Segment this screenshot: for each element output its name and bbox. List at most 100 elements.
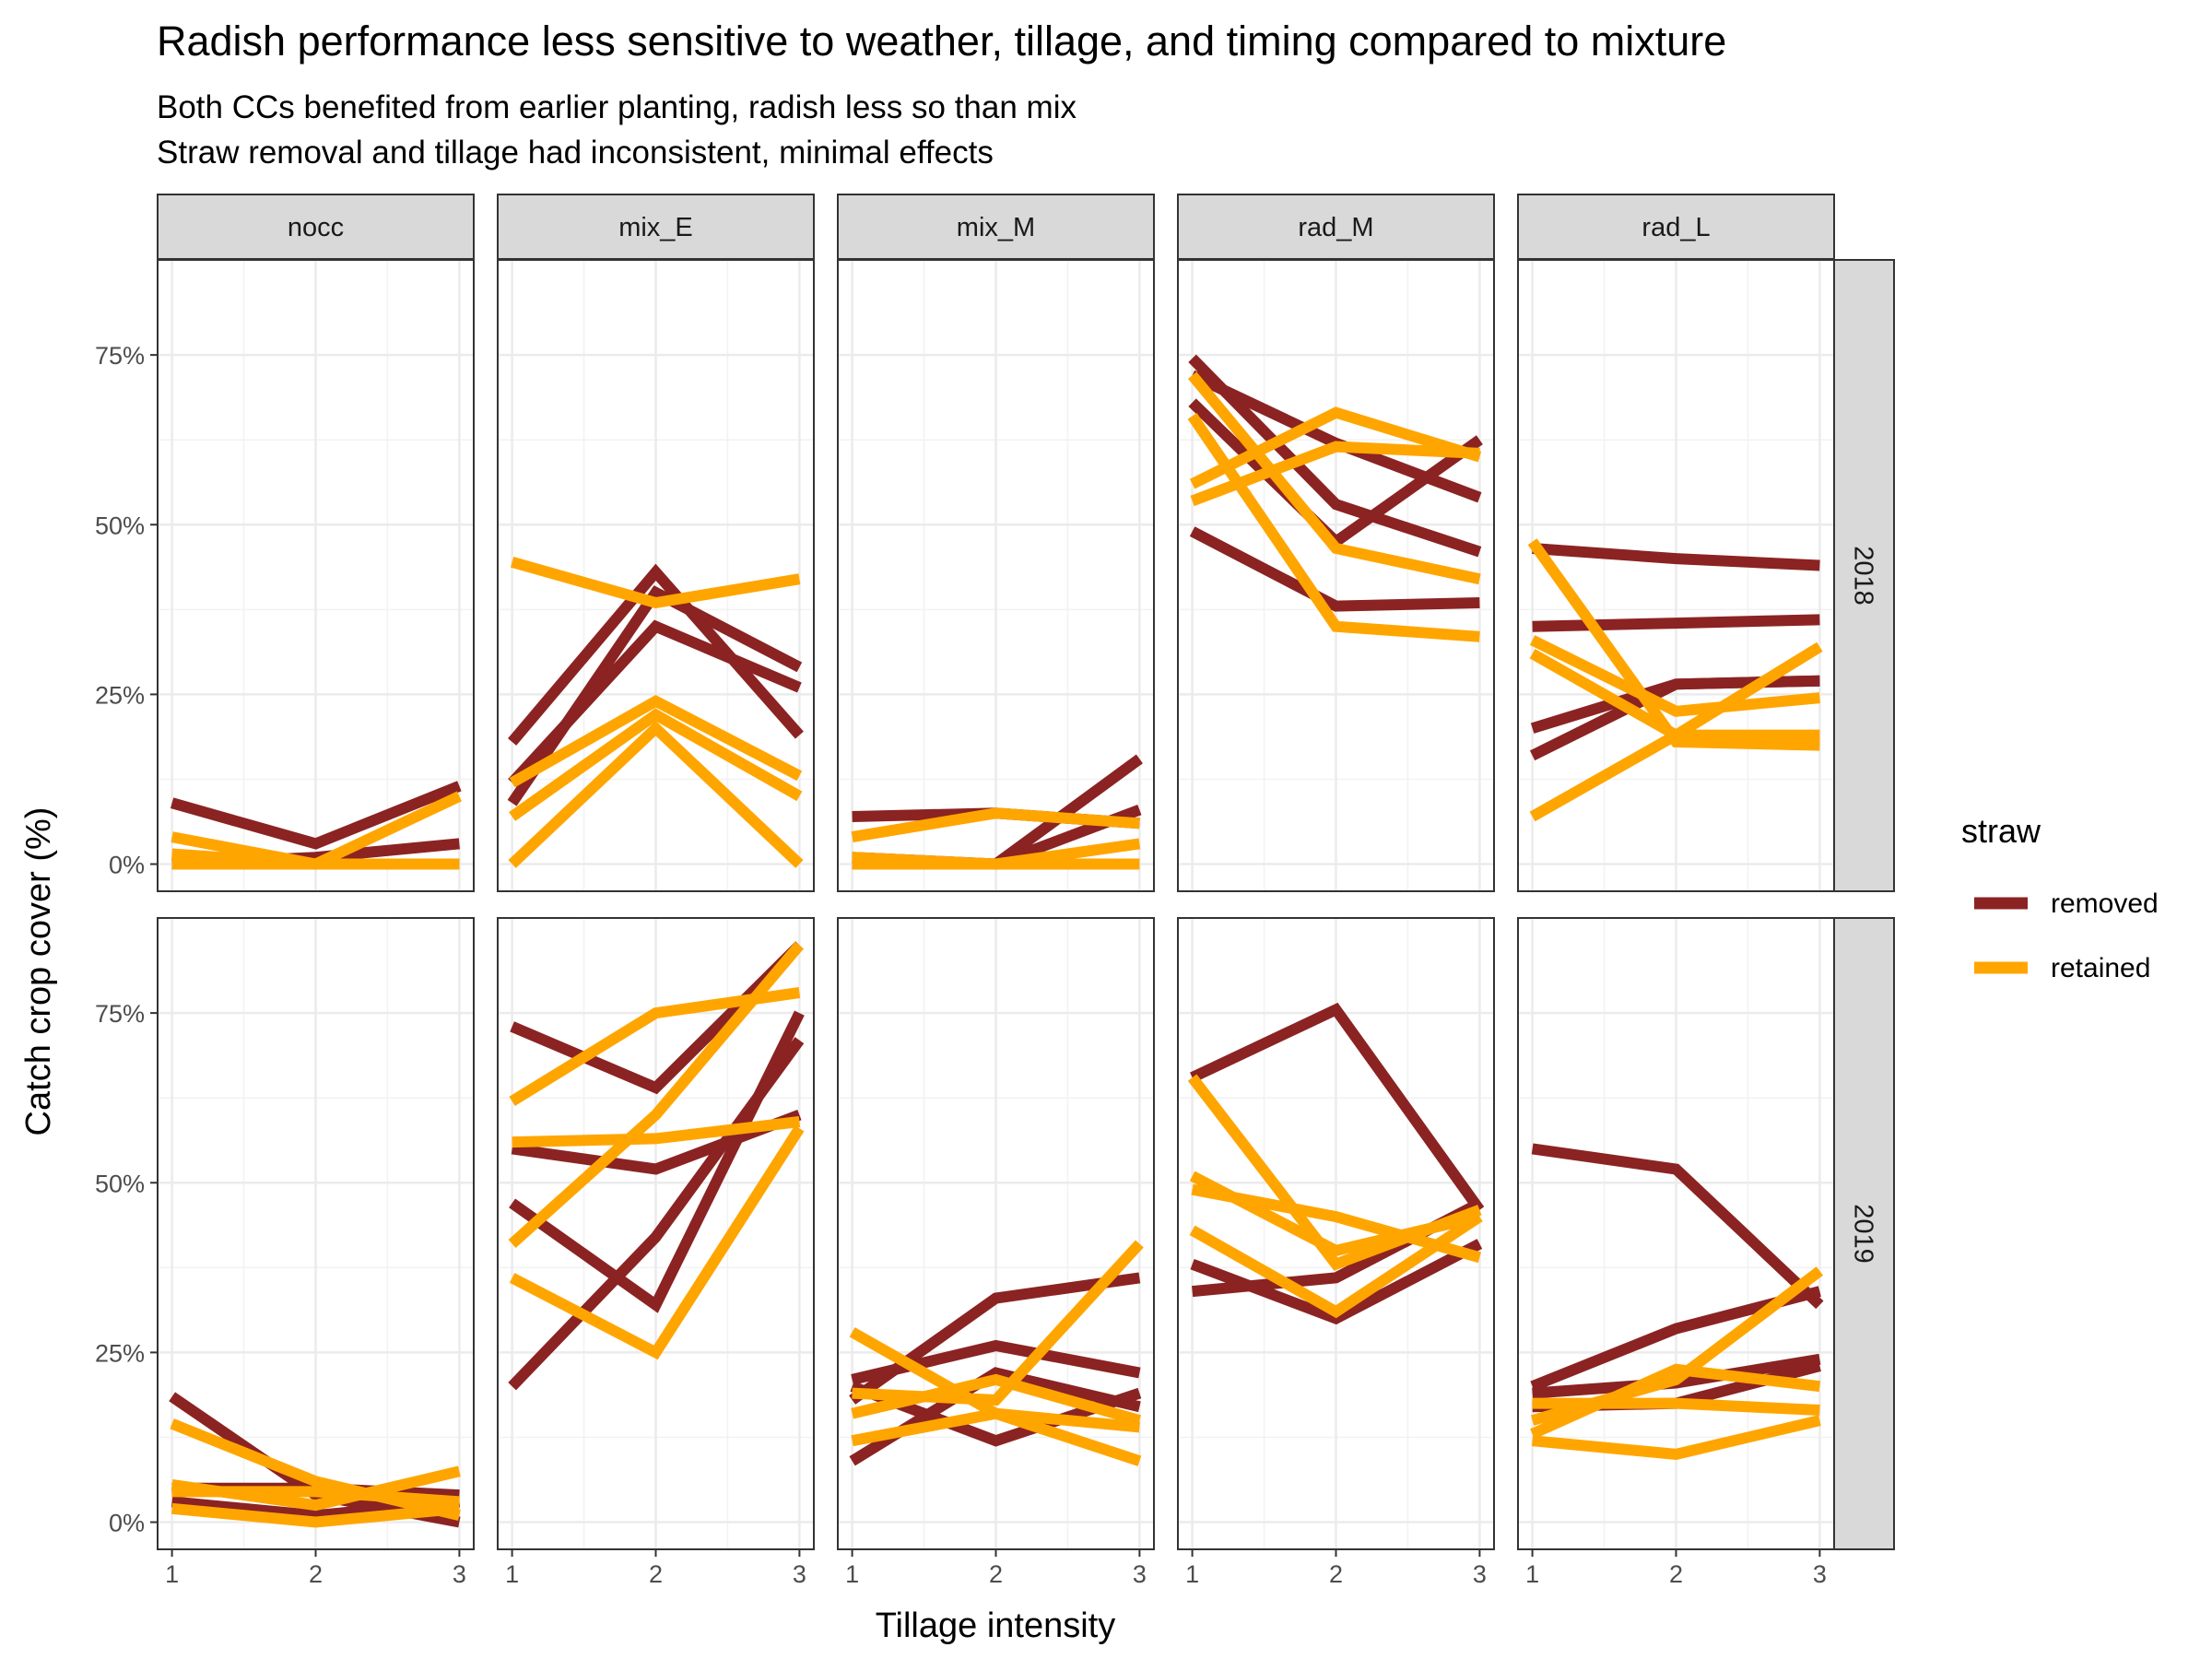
legend-label-removed: removed <box>2051 888 2159 919</box>
panel-border <box>1177 259 1495 892</box>
series-line-retained <box>1189 1212 1483 1319</box>
legend: straw removed retained <box>1961 812 2159 983</box>
panel-border <box>497 917 815 1550</box>
x-axis-label: Tillage intensity <box>876 1606 1116 1645</box>
series-line-retained <box>851 1407 1140 1447</box>
facet-row-label-2019: 2019 <box>1849 1204 1878 1264</box>
x-tick-label: 2 <box>309 1560 323 1588</box>
panel-2018-rad_L <box>1518 260 1834 891</box>
series-line-retained <box>1529 641 1823 822</box>
series-line-retained <box>171 1486 460 1508</box>
series-line-removed <box>508 619 802 787</box>
chart-subtitle-line-2: Straw removal and tillage had inconsiste… <box>157 135 994 171</box>
facet-strip-label-mix_E: mix_E <box>618 213 693 242</box>
panel-series-2018-mix_E <box>507 557 804 868</box>
y-tick-label: 25% <box>95 681 145 709</box>
panel-series-2019-nocc <box>169 1392 461 1528</box>
series-line-retained <box>171 1502 460 1528</box>
panel-series-2019-rad_L <box>1530 1143 1824 1460</box>
facet-strip-mix_E <box>497 194 815 260</box>
series-line-removed <box>1190 1002 1485 1214</box>
series-line-retained <box>851 807 1140 843</box>
series-line-retained <box>509 708 803 821</box>
panel-border <box>1517 917 1835 1550</box>
series-line-retained <box>1190 441 1480 507</box>
y-tick-label: 0% <box>109 852 145 879</box>
facet-strip-nocc <box>157 194 475 260</box>
y-tick-label: 0% <box>109 1510 145 1537</box>
series-line-retained <box>851 1373 1142 1426</box>
series-line-removed <box>508 1037 805 1391</box>
series-line-retained <box>509 694 803 788</box>
y-tick-label: 25% <box>95 1339 145 1367</box>
series-line-removed <box>1531 1143 1824 1310</box>
facet-strip-rad_M <box>1177 194 1495 260</box>
x-tick-label: 1 <box>505 1560 519 1588</box>
panel-series-2019-mix_E <box>508 941 805 1391</box>
series-line-retained <box>852 1240 1144 1406</box>
panel-border <box>157 259 475 892</box>
series-line-removed <box>510 941 804 1095</box>
series-line-retained <box>508 720 804 868</box>
series-line-retained <box>509 1125 805 1360</box>
panel-border <box>837 259 1155 892</box>
series-line-retained <box>1187 371 1481 585</box>
series-line-retained <box>170 1418 461 1522</box>
series-line-retained <box>1532 1397 1820 1416</box>
legend-label-retained: retained <box>2051 953 2150 983</box>
x-tick-label: 3 <box>793 1560 806 1588</box>
facet-row-label-2018: 2018 <box>1849 546 1878 606</box>
y-tick-label: 50% <box>95 512 145 539</box>
panel-series-2018-rad_L <box>1527 538 1823 822</box>
x-tick-label: 1 <box>1185 1560 1199 1588</box>
panel-border <box>497 259 815 892</box>
series-line-retained <box>1532 1415 1821 1460</box>
series-line-removed <box>1532 614 1820 632</box>
facet-strip-label-nocc: nocc <box>288 213 344 242</box>
panel-series-2018-nocc <box>170 781 462 870</box>
series-line-removed <box>1532 543 1820 571</box>
panel-series-2019-mix_M <box>849 1240 1144 1466</box>
series-line-removed <box>851 1339 1141 1385</box>
x-tick-label: 3 <box>453 1560 466 1588</box>
panel-border <box>1517 259 1835 892</box>
x-tick-label: 3 <box>1813 1560 1827 1588</box>
panel-series-2019-rad_M <box>1187 1002 1485 1325</box>
panel-series-2018-mix_M <box>851 754 1143 870</box>
panel-border <box>157 917 475 1550</box>
series-line-removed <box>1189 526 1480 612</box>
panel-2019-rad_M <box>1178 918 1494 1549</box>
x-tick-label: 2 <box>649 1560 663 1588</box>
series-line-retained <box>1529 635 1820 717</box>
y-tick-label: 75% <box>95 342 145 370</box>
y-tick-label: 75% <box>95 1000 145 1028</box>
series-line-retained <box>1527 538 1820 751</box>
facet-strip-label-mix_M: mix_M <box>957 213 1035 242</box>
chart-subtitle-line-1: Both CCs benefited from earlier planting… <box>157 89 1077 125</box>
panel-2018-mix_M <box>838 260 1154 891</box>
facet-strip-mix_M <box>837 194 1155 260</box>
y-tick-label: 50% <box>95 1170 145 1197</box>
x-tick-label: 3 <box>1473 1560 1487 1588</box>
x-tick-label: 2 <box>1669 1560 1683 1588</box>
x-tick-label: 3 <box>1133 1560 1147 1588</box>
chart-title: Radish performance less sensitive to wea… <box>157 18 1726 65</box>
series-line-removed <box>170 781 462 850</box>
panel-border <box>1177 917 1495 1550</box>
panel-border <box>837 917 1155 1550</box>
facet-strip-label-rad_M: rad_M <box>1298 213 1373 242</box>
x-tick-label: 1 <box>845 1560 859 1588</box>
legend-title: straw <box>1961 812 2041 850</box>
series-line-retained <box>512 1116 801 1148</box>
x-tick-label: 2 <box>1329 1560 1343 1588</box>
series-line-removed <box>1188 354 1482 558</box>
series-line-removed <box>508 563 804 746</box>
facet-row-strip-2019 <box>1833 917 1895 1550</box>
facet-strip-label-rad_L: rad_L <box>1641 213 1710 242</box>
y-axis-label: Catch crop cover (%) <box>19 807 58 1136</box>
series-line-retained <box>510 557 801 609</box>
x-tick-label: 2 <box>989 1560 1003 1588</box>
panel-grid: nocc mix_E mix_M rad_M rad_L 2018 2019 0% 25% 50%… <box>95 194 1895 1588</box>
x-tick-label: 1 <box>1525 1560 1539 1588</box>
